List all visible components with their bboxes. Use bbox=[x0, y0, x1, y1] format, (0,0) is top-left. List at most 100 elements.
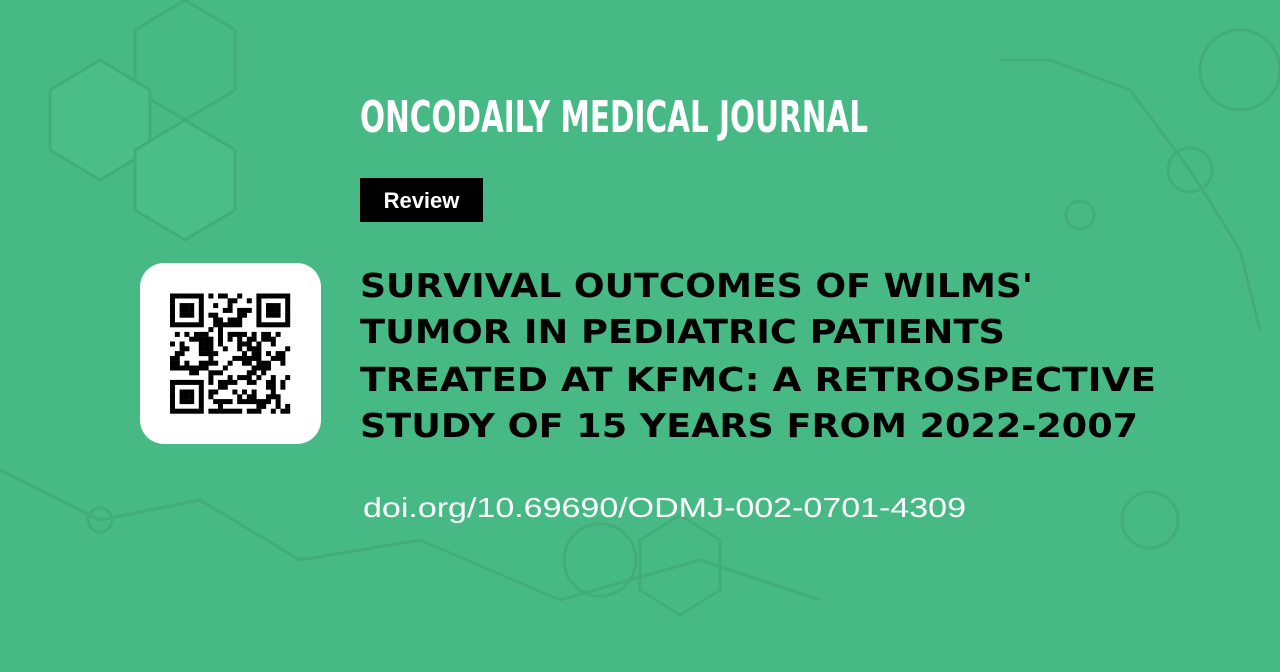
qr-module bbox=[246, 346, 252, 352]
qr-module bbox=[242, 341, 247, 347]
qr-module bbox=[203, 360, 209, 366]
qr-module bbox=[270, 355, 276, 361]
qr-module bbox=[280, 355, 286, 361]
qr-module bbox=[237, 312, 243, 318]
qr-module bbox=[242, 389, 247, 395]
qr-module bbox=[184, 365, 190, 371]
qr-module bbox=[251, 370, 257, 376]
qr-module bbox=[194, 408, 199, 414]
qr-module bbox=[237, 293, 243, 299]
qr-module bbox=[174, 351, 180, 357]
qr-module bbox=[251, 346, 257, 352]
qr-module bbox=[275, 399, 281, 405]
qr-module bbox=[170, 312, 175, 318]
qr-module bbox=[227, 322, 233, 328]
qr-module bbox=[213, 360, 219, 366]
qr-module bbox=[261, 370, 267, 376]
qr-module bbox=[218, 399, 223, 405]
qr-module bbox=[232, 379, 238, 385]
qr-module bbox=[237, 375, 243, 381]
qr-module bbox=[270, 303, 276, 309]
qr-module bbox=[179, 312, 185, 318]
qr-module bbox=[203, 341, 209, 347]
qr-module bbox=[179, 351, 185, 357]
qr-module bbox=[213, 312, 219, 318]
qr-module bbox=[174, 360, 180, 366]
qr-module bbox=[184, 312, 190, 318]
qr-module bbox=[174, 355, 180, 361]
qr-module bbox=[208, 389, 214, 395]
qr-module bbox=[170, 408, 175, 414]
qr-module bbox=[179, 341, 185, 347]
qr-module bbox=[227, 375, 233, 381]
qr-module bbox=[194, 293, 199, 299]
qr-module bbox=[256, 408, 262, 414]
qr-module bbox=[179, 346, 185, 352]
qr-module bbox=[170, 379, 175, 385]
qr-module bbox=[256, 355, 262, 361]
qr-module bbox=[184, 399, 190, 405]
qr-module bbox=[232, 331, 238, 337]
qr-module bbox=[189, 322, 195, 328]
qr-module bbox=[285, 322, 291, 328]
qr-module bbox=[203, 365, 209, 371]
qr-module bbox=[170, 403, 175, 409]
qr-module bbox=[266, 293, 271, 299]
qr-module bbox=[237, 307, 243, 313]
qr-module bbox=[170, 365, 175, 371]
qr-module bbox=[256, 399, 262, 405]
qr-module bbox=[208, 327, 214, 333]
qr-module bbox=[242, 375, 247, 381]
qr-module bbox=[261, 399, 267, 405]
qr-module bbox=[266, 303, 271, 309]
qr-module bbox=[170, 399, 175, 405]
qr-module bbox=[275, 293, 281, 299]
qr-module bbox=[251, 389, 257, 395]
qr-module bbox=[198, 341, 204, 347]
qr-module bbox=[218, 317, 223, 323]
qr-module bbox=[198, 403, 204, 409]
qr-module bbox=[208, 341, 214, 347]
qr-module bbox=[189, 379, 195, 385]
qr-module bbox=[184, 303, 190, 309]
qr-module bbox=[275, 351, 281, 357]
qr-module bbox=[174, 365, 180, 371]
qr-module bbox=[227, 331, 233, 337]
qr-module bbox=[198, 351, 204, 357]
qr-module bbox=[213, 370, 219, 376]
qr-module bbox=[222, 379, 228, 385]
qr-module bbox=[266, 394, 271, 400]
qr-module bbox=[208, 336, 214, 342]
qr-module bbox=[261, 331, 267, 337]
qr-module bbox=[170, 384, 175, 390]
qr-module bbox=[189, 365, 195, 371]
qr-module bbox=[246, 307, 252, 313]
qr-module bbox=[285, 317, 291, 323]
title-line: TUMOR IN PEDIATRIC PATIENTS bbox=[360, 312, 1005, 351]
qr-module bbox=[232, 317, 238, 323]
qr-module bbox=[275, 355, 281, 361]
qr-module bbox=[179, 303, 185, 309]
qr-module bbox=[256, 298, 262, 304]
qr-module bbox=[266, 384, 271, 390]
qr-module bbox=[189, 336, 195, 342]
qr-module bbox=[275, 307, 281, 313]
qr-module bbox=[208, 360, 214, 366]
qr-module bbox=[170, 389, 175, 395]
qr-module bbox=[189, 303, 195, 309]
qr-module bbox=[218, 341, 223, 347]
qr-module bbox=[285, 293, 291, 299]
qr-module bbox=[256, 307, 262, 313]
qr-module bbox=[184, 360, 190, 366]
qr-module bbox=[179, 307, 185, 313]
qr-module bbox=[184, 379, 190, 385]
qr-module bbox=[270, 379, 276, 385]
qr-module bbox=[256, 312, 262, 318]
qr-module bbox=[170, 341, 175, 347]
qr-module bbox=[237, 322, 243, 328]
qr-module bbox=[222, 346, 228, 352]
qr-module bbox=[242, 355, 247, 361]
qr-module bbox=[198, 394, 204, 400]
qr-module bbox=[237, 331, 243, 337]
